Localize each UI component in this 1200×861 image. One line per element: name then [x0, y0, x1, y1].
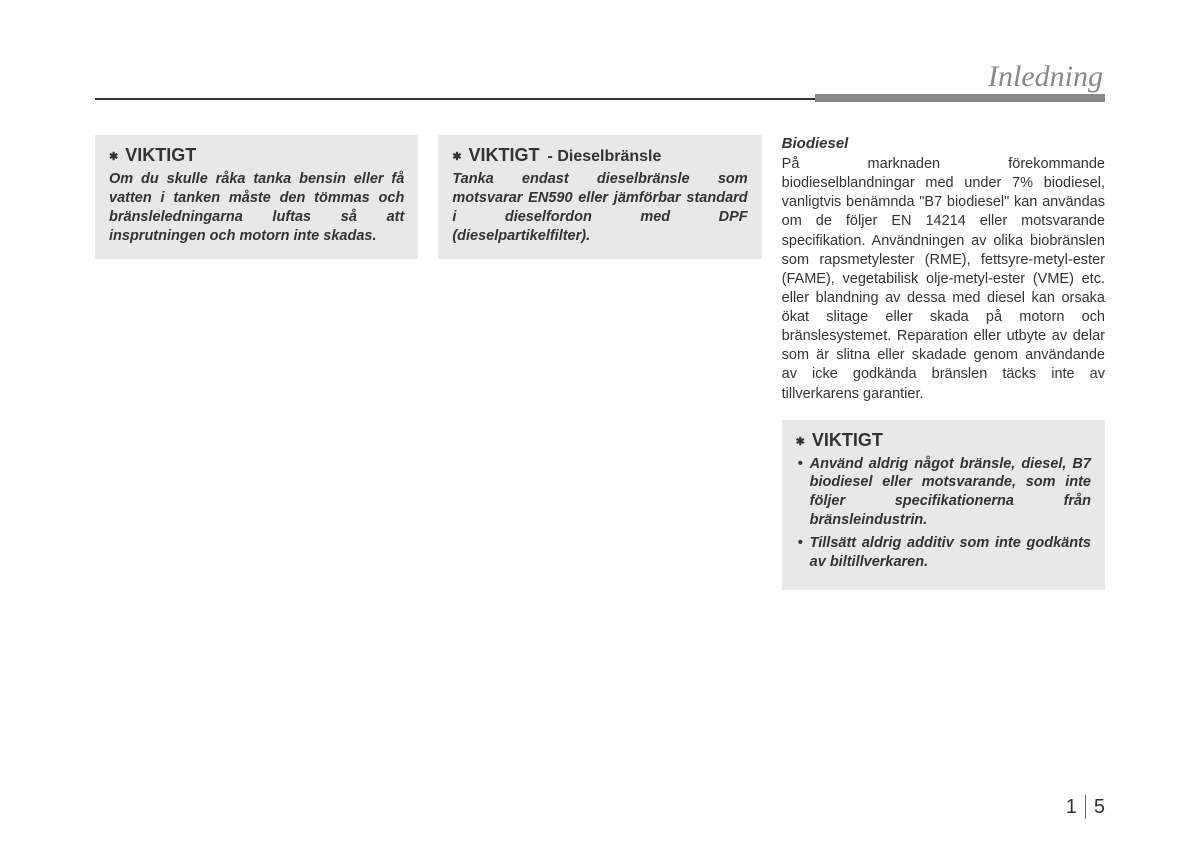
notice-heading: ✱ VIKTIGT - Dieselbränsle: [452, 145, 747, 166]
section-heading: Biodiesel: [782, 135, 1105, 152]
page-number: 5: [1094, 796, 1105, 819]
notice-box-3: ✱ VIKTIGT Använd aldrig något bränsle, d…: [782, 420, 1105, 590]
chapter-number: 1: [1066, 796, 1077, 819]
chapter-title: Inledning: [95, 60, 1105, 94]
caution-icon: ✱: [452, 150, 460, 163]
notice-box-1: ✱ VIKTIGT Om du skulle råka tanka bensin…: [95, 135, 418, 259]
notice-bullet-item: Använd aldrig något bränsle, diesel, B7 …: [796, 455, 1091, 530]
notice-body-text: Tanka endast dieselbränsle som motsvarar…: [452, 170, 747, 245]
page-container: Inledning ✱ VIKTIGT Om du skulle råka ta…: [0, 0, 1200, 861]
notice-body-list: Använd aldrig något bränsle, diesel, B7 …: [796, 455, 1091, 572]
notice-heading: ✱ VIKTIGT: [796, 430, 1091, 451]
column-1: ✱ VIKTIGT Om du skulle råka tanka bensin…: [95, 135, 418, 608]
caution-icon: ✱: [796, 435, 804, 448]
header-rule-accent: [815, 94, 1105, 102]
notice-heading: ✱ VIKTIGT: [109, 145, 404, 166]
page-footer: 1 5: [1066, 795, 1105, 819]
footer-divider: [1085, 795, 1086, 819]
page-header: Inledning: [95, 60, 1105, 100]
notice-heading-text: VIKTIGT: [469, 145, 540, 166]
caution-icon: ✱: [109, 150, 117, 163]
notice-heading-text: VIKTIGT: [812, 430, 883, 451]
column-3: Biodiesel På marknaden förekommande biod…: [782, 135, 1105, 608]
content-columns: ✱ VIKTIGT Om du skulle råka tanka bensin…: [95, 135, 1105, 608]
notice-heading-text: VIKTIGT: [125, 145, 196, 166]
notice-bullet-item: Tillsätt aldrig additiv som inte godkänt…: [796, 534, 1091, 572]
notice-body-text: Om du skulle råka tanka bensin eller få …: [109, 170, 404, 245]
notice-bullet-list: Använd aldrig något bränsle, diesel, B7 …: [796, 455, 1091, 572]
column-2: ✱ VIKTIGT - Dieselbränsle Tanka endast d…: [438, 135, 761, 608]
body-paragraph: På marknaden förekommande biodieselbland…: [782, 155, 1105, 404]
notice-subheading-text: - Dieselbränsle: [548, 148, 662, 166]
notice-box-2: ✱ VIKTIGT - Dieselbränsle Tanka endast d…: [438, 135, 761, 259]
header-rule: [95, 98, 1105, 100]
